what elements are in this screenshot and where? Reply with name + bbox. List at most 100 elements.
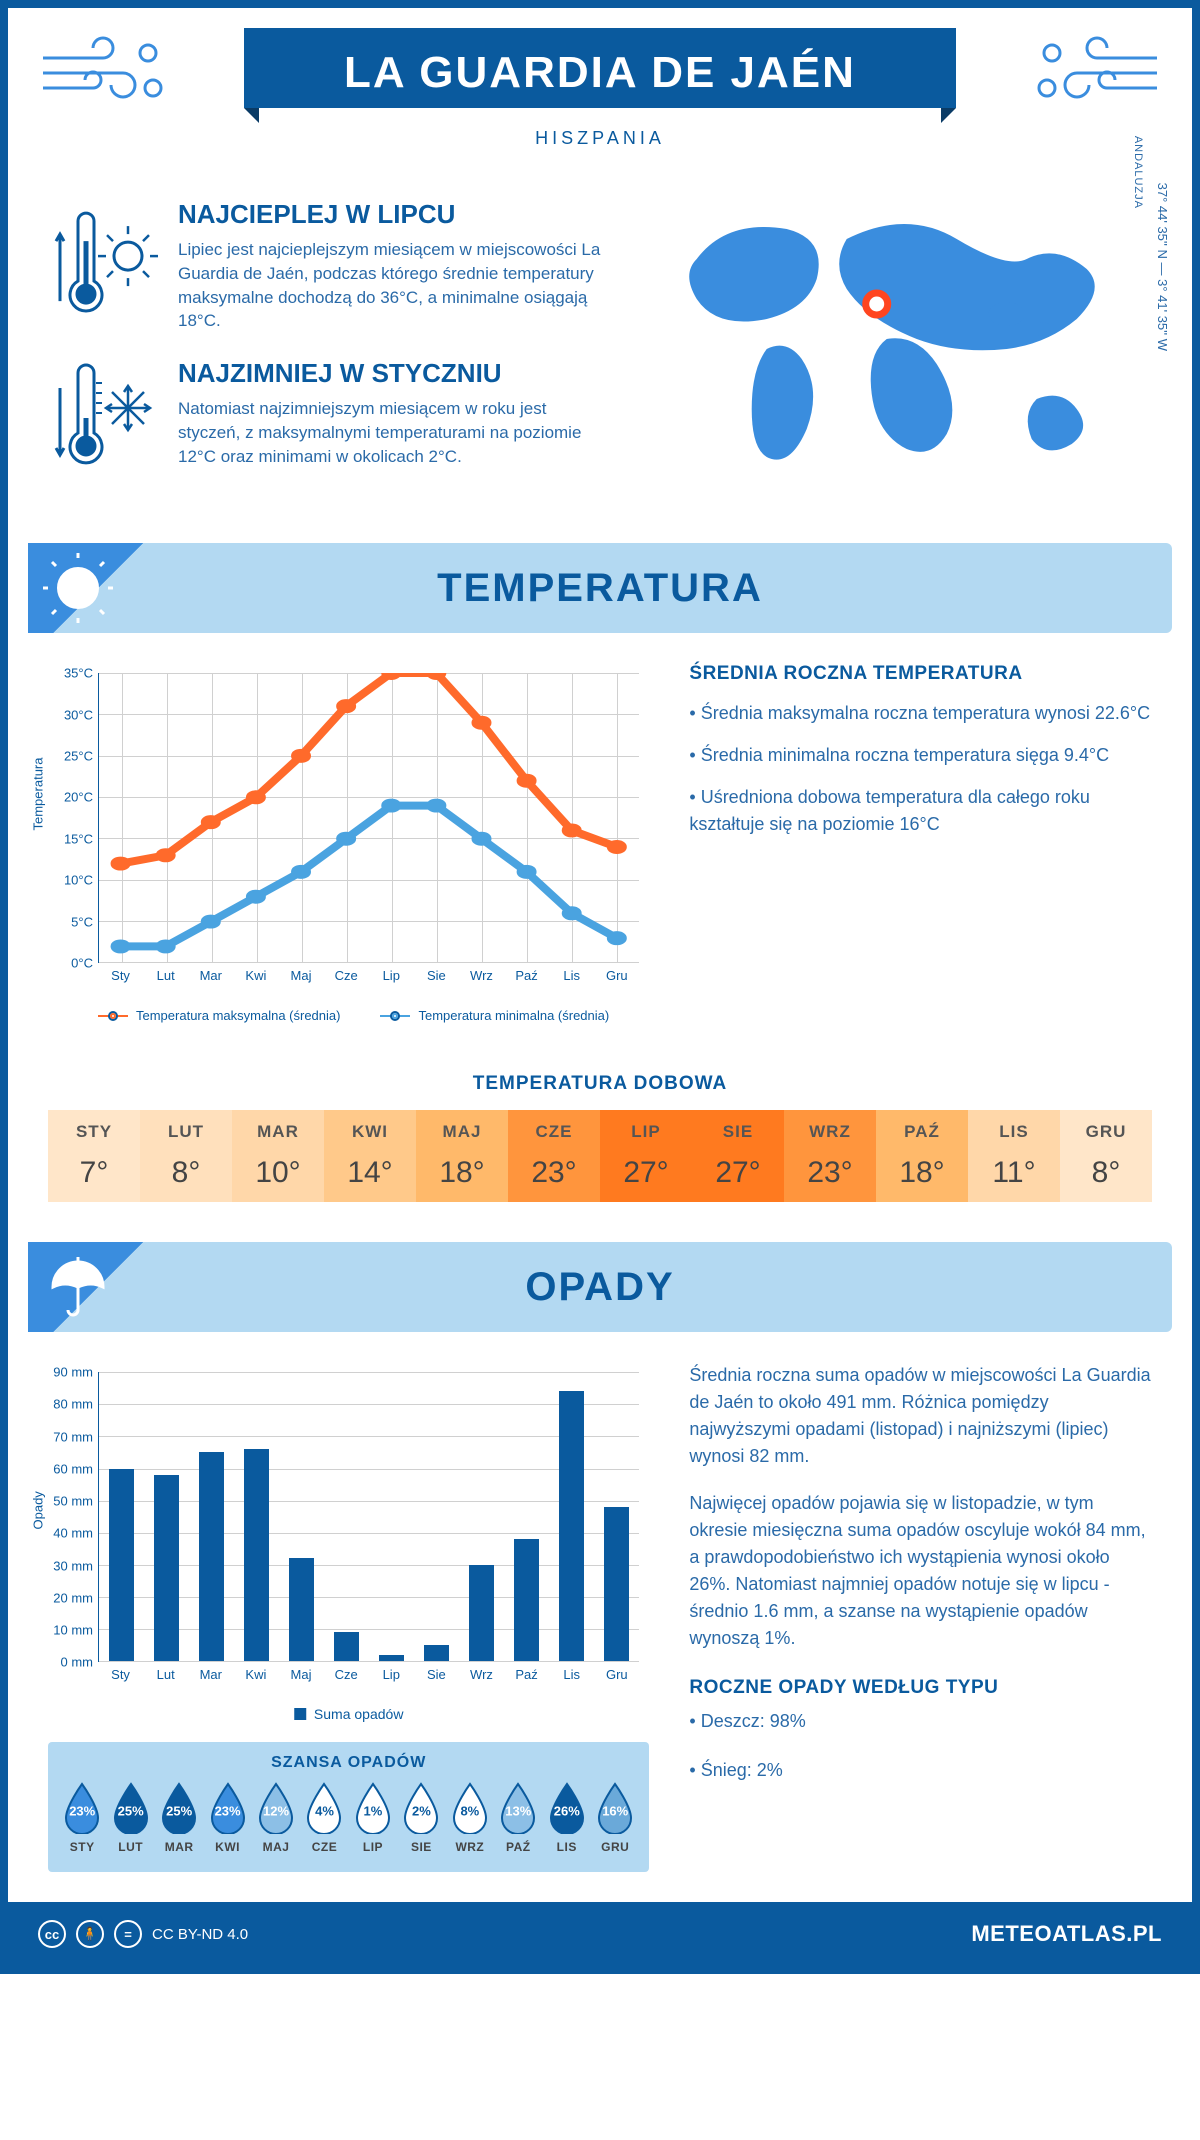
cold-heading: NAJZIMNIEJ W STYCZNIU <box>178 358 611 389</box>
xtick-label: Gru <box>606 968 628 983</box>
chance-drop: 2% SIE <box>397 1782 445 1854</box>
chance-month: KWI <box>203 1840 251 1854</box>
chance-drop: 25% LUT <box>106 1782 154 1854</box>
xtick-label: Maj <box>291 1667 312 1682</box>
chance-drop: 13% PAŹ <box>494 1782 542 1854</box>
chance-month: MAJ <box>252 1840 300 1854</box>
precip-text-1: Średnia roczna suma opadów w miejscowośc… <box>689 1362 1152 1470</box>
month-label: PAŹ <box>876 1122 968 1142</box>
chart-ylabel: Temperatura <box>31 758 46 831</box>
chance-drop: 23% KWI <box>203 1782 251 1854</box>
region-label: ANDALUZJA <box>1132 136 1144 209</box>
footer: cc 🧍 = CC BY-ND 4.0 METEOATLAS.PL <box>8 1902 1192 1966</box>
ytick-label: 60 mm <box>48 1461 93 1476</box>
chance-pct: 13% <box>505 1803 531 1818</box>
legend-item: Temperatura maksymalna (średnia) <box>98 1008 340 1023</box>
chance-month: LUT <box>106 1840 154 1854</box>
daily-temp-cell: LUT 8° <box>140 1110 232 1202</box>
chance-drop: 12% MAJ <box>252 1782 300 1854</box>
xtick-label: Kwi <box>245 1667 266 1682</box>
xtick-label: Sty <box>111 968 130 983</box>
bar <box>604 1507 629 1661</box>
warm-heading: NAJCIEPLEJ W LIPCU <box>178 199 611 230</box>
temp-value: 11° <box>968 1156 1060 1190</box>
ytick-label: 50 mm <box>48 1494 93 1509</box>
month-label: LIP <box>600 1122 692 1142</box>
chance-title: SZANSA OPADÓW <box>58 1754 639 1772</box>
infographic-frame: LA GUARDIA DE JAÉN HISZPANIA <box>0 0 1200 1974</box>
month-label: GRU <box>1060 1122 1152 1142</box>
bar <box>379 1655 404 1661</box>
daily-temp-cell: MAR10° <box>232 1110 324 1202</box>
temp-value: 10° <box>232 1156 324 1190</box>
chance-month: LIP <box>349 1840 397 1854</box>
xtick-label: Cze <box>335 1667 358 1682</box>
ytick-label: 40 mm <box>48 1526 93 1541</box>
xtick-label: Sty <box>111 1667 130 1682</box>
temp-value: 14° <box>324 1156 416 1190</box>
month-label: CZE <box>508 1122 600 1142</box>
chance-month: WRZ <box>446 1840 494 1854</box>
daily-temp-title: TEMPERATURA DOBOWA <box>8 1073 1192 1095</box>
month-label: LUT <box>140 1122 232 1142</box>
precip-title: OPADY <box>525 1265 674 1310</box>
chance-pct: 16% <box>602 1803 628 1818</box>
page-title: LA GUARDIA DE JAÉN <box>244 28 956 108</box>
month-label: MAJ <box>416 1122 508 1142</box>
chance-month: LIS <box>543 1840 591 1854</box>
month-label: KWI <box>324 1122 416 1142</box>
temp-value: 8° <box>1060 1156 1152 1190</box>
daily-temp-table: STY7°LUT8°MAR10°KWI14°MAJ18°CZE23°LIP27°… <box>48 1110 1152 1202</box>
license-text: CC BY-ND 4.0 <box>152 1926 248 1943</box>
precip-section-header: OPADY <box>28 1242 1172 1332</box>
wind-icon <box>1017 33 1167 113</box>
xtick-label: Lip <box>383 1667 400 1682</box>
ytick-label: 20 mm <box>48 1590 93 1605</box>
chance-pct: 23% <box>215 1803 241 1818</box>
temperature-line-chart: Temperatura 0°C5°C10°C15°C20°C25°C30°C35… <box>48 663 649 1023</box>
xtick-label: Sie <box>427 968 446 983</box>
chance-month: MAR <box>155 1840 203 1854</box>
ytick-label: 35°C <box>48 666 93 681</box>
ytick-label: 0 mm <box>48 1655 93 1670</box>
ytick-label: 5°C <box>48 914 93 929</box>
ytick-label: 10 mm <box>48 1622 93 1637</box>
chart-ylabel: Opady <box>31 1491 46 1529</box>
temp-value: 8° <box>140 1156 232 1190</box>
header: LA GUARDIA DE JAÉN HISZPANIA <box>8 8 1192 179</box>
temp-value: 18° <box>416 1156 508 1190</box>
coordinates: 37° 44' 35'' N — 3° 41' 35'' W <box>1155 183 1170 351</box>
temp-value: 7° <box>48 1156 140 1190</box>
sun-icon <box>43 553 113 623</box>
daily-temp-cell: SIE27° <box>692 1110 784 1202</box>
daily-temp-cell: MAJ 18° <box>416 1110 508 1202</box>
world-map-icon <box>641 199 1152 479</box>
chance-month: SIE <box>397 1840 445 1854</box>
legend-item: Temperatura minimalna (średnia) <box>380 1008 609 1023</box>
xtick-label: Kwi <box>245 968 266 983</box>
by-icon: 🧍 <box>76 1920 104 1948</box>
precip-text-2: Najwięcej opadów pojawia się w listopadz… <box>689 1490 1152 1652</box>
xtick-label: Sie <box>427 1667 446 1682</box>
month-label: SIE <box>692 1122 784 1142</box>
temp-value: 23° <box>508 1156 600 1190</box>
temp-info-title: ŚREDNIA ROCZNA TEMPERATURA <box>689 663 1152 685</box>
ytick-label: 70 mm <box>48 1429 93 1444</box>
chance-drop: 23% STY <box>58 1782 106 1854</box>
ytick-label: 30°C <box>48 707 93 722</box>
xtick-label: Lut <box>157 1667 175 1682</box>
ytick-label: 10°C <box>48 873 93 888</box>
chance-pct: 1% <box>364 1803 383 1818</box>
ytick-label: 15°C <box>48 831 93 846</box>
chance-drop: 16% GRU <box>591 1782 639 1854</box>
xtick-label: Paź <box>515 1667 537 1682</box>
bar <box>424 1645 449 1661</box>
ytick-label: 90 mm <box>48 1365 93 1380</box>
chance-drop: 25% MAR <box>155 1782 203 1854</box>
bar <box>514 1539 539 1661</box>
chance-pct: 25% <box>166 1803 192 1818</box>
warm-text: Lipiec jest najcieplejszym miesiącem w m… <box>178 238 611 333</box>
daily-temp-cell: LIS11° <box>968 1110 1060 1202</box>
bar <box>154 1475 179 1661</box>
daily-temp-cell: STY7° <box>48 1110 140 1202</box>
